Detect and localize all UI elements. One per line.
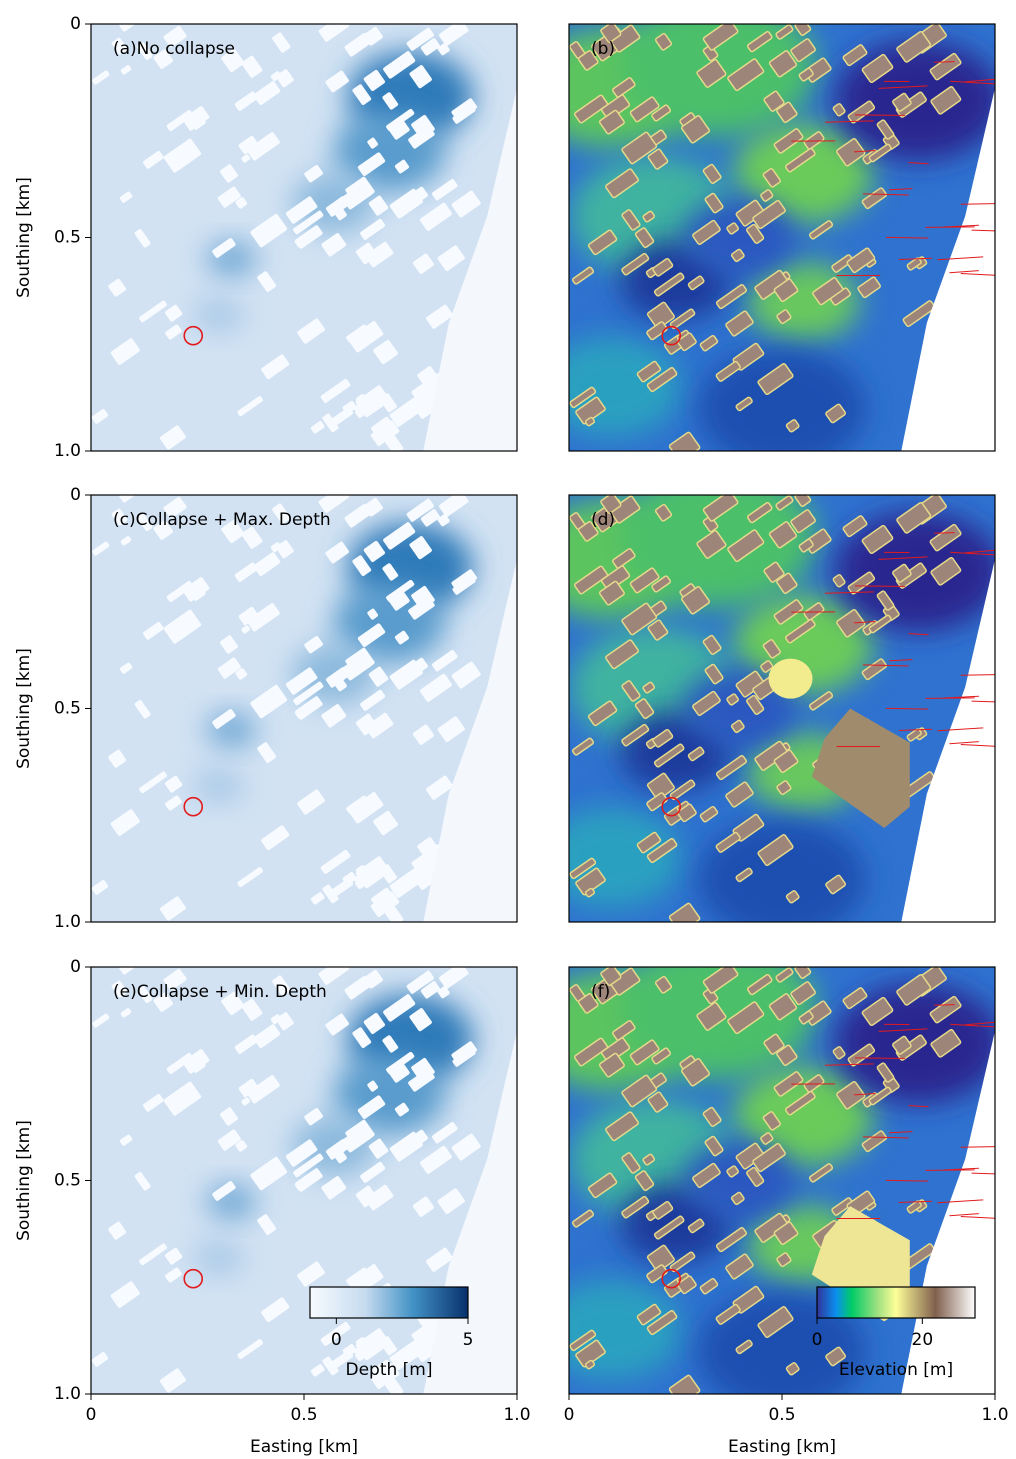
y-tick-label: 1.0 — [54, 441, 81, 461]
panel-title: (d) — [591, 510, 615, 530]
y-tick-label: 0 — [70, 14, 81, 34]
colorbar-tick-label: 0 — [812, 1330, 823, 1350]
y-tick-label: 1.0 — [54, 912, 81, 932]
y-tick-label: 1.0 — [54, 1384, 81, 1404]
panel-field — [91, 11, 517, 456]
colorbar — [817, 1287, 975, 1318]
x-tick-label: 0 — [86, 1405, 97, 1425]
panel-title: (c)Collapse + Max. Depth — [113, 510, 331, 530]
panel-title: (e)Collapse + Min. Depth — [113, 982, 327, 1002]
panel-field — [528, 468, 1008, 940]
panel-field — [91, 954, 517, 1399]
field-blob — [542, 1280, 682, 1380]
y-tick-label: 0 — [70, 957, 81, 977]
x-tick-label: 0.5 — [768, 1405, 795, 1425]
panel-field — [91, 482, 517, 927]
field-blob — [747, 262, 859, 342]
x-tick-label: 1.0 — [981, 1405, 1008, 1425]
colorbar-label: Elevation [m] — [839, 1360, 953, 1380]
y-tick-label: 0 — [70, 485, 81, 505]
flow-vector — [934, 62, 954, 63]
flow-vector — [855, 586, 905, 587]
panel-title: (a)No collapse — [113, 39, 235, 59]
colorbar-tick-label: 0 — [331, 1330, 342, 1350]
colorbar — [310, 1287, 468, 1318]
field-blob — [194, 1239, 244, 1275]
colorbar-tick-label: 20 — [912, 1330, 934, 1350]
panel-title: (f) — [591, 982, 610, 1002]
y-tick-label: 0.5 — [54, 228, 81, 248]
panel-field — [528, 940, 1008, 1412]
collapsed-building — [769, 659, 813, 699]
panel-field — [528, 0, 1008, 468]
x-tick-label: 0 — [564, 1405, 575, 1425]
y-axis-label: Southing [km] — [14, 177, 34, 298]
flow-vector — [855, 1058, 905, 1059]
y-axis-label: Southing [km] — [14, 648, 34, 769]
field-blob — [194, 767, 244, 803]
y-tick-label: 0.5 — [54, 1171, 81, 1191]
y-axis-label: Southing [km] — [14, 1120, 34, 1241]
x-axis-label: Easting [km] — [728, 1437, 836, 1457]
x-tick-label: 1.0 — [503, 1405, 530, 1425]
field-blob — [194, 296, 244, 332]
field-blob — [542, 337, 682, 437]
flow-vector — [934, 533, 954, 534]
flow-vector — [934, 1005, 954, 1006]
colorbar-tick-label: 5 — [463, 1330, 474, 1350]
x-tick-label: 0.5 — [290, 1405, 317, 1425]
x-axis-label: Easting [km] — [250, 1437, 358, 1457]
field-blob — [542, 808, 682, 908]
y-tick-label: 0.5 — [54, 699, 81, 719]
figure: (a)No collapse 0 0.5 1.0 Southing [km] (b) (c)… — [0, 0, 1016, 1459]
colorbar-label: Depth [m] — [345, 1360, 432, 1380]
flow-vector — [855, 115, 905, 116]
panel-title: (b) — [591, 39, 615, 59]
